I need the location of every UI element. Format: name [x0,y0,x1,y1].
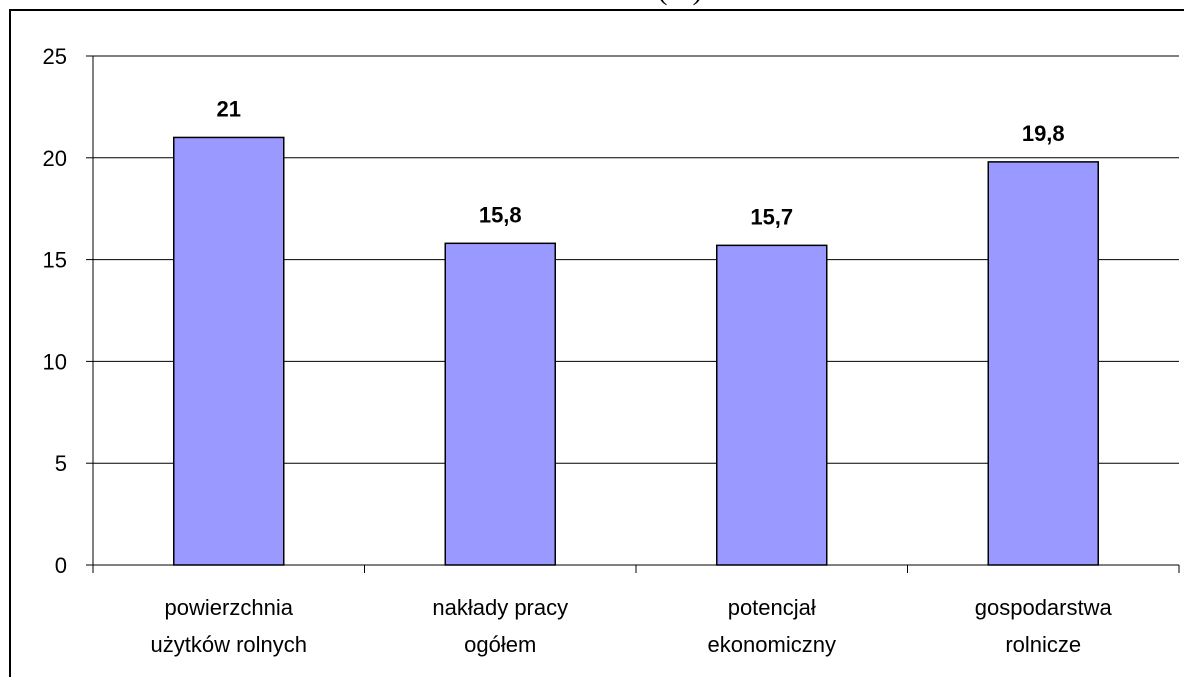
x-category-label: ekonomiczny [708,632,836,657]
x-category-label: gospodarstwa [975,595,1113,620]
x-category-label: ogółem [464,632,536,657]
x-category-label: rolnicze [1005,632,1081,657]
y-tick-label: 25 [43,44,67,69]
x-category-label: nakłady pracy [432,595,568,620]
chart-title-fragment: (%) [560,0,800,6]
y-tick-label: 5 [55,451,67,476]
chart-frame [9,9,1184,677]
bar [444,242,556,566]
y-tick-label: 10 [43,349,67,374]
x-category-label: użytków rolnych [150,632,307,657]
labels: 0 5 10 15 20 25 21 powierzchnia użytków rolnych 1… [43,44,1113,657]
y-tick-label: 0 [55,553,67,578]
y-tick-label: 20 [43,146,67,171]
data-label: 19,8 [1022,121,1065,146]
bars [173,136,1099,566]
x-category-label: powierzchnia [165,595,294,620]
bar [716,244,828,566]
y-tick-label: 15 [43,248,67,273]
data-label: 15,8 [479,202,522,227]
bar [173,136,285,566]
bar [987,161,1099,566]
data-label: 21 [217,96,241,121]
x-category-label: potencjał [728,595,816,620]
data-label: 15,7 [750,204,793,229]
axes [86,55,1180,573]
